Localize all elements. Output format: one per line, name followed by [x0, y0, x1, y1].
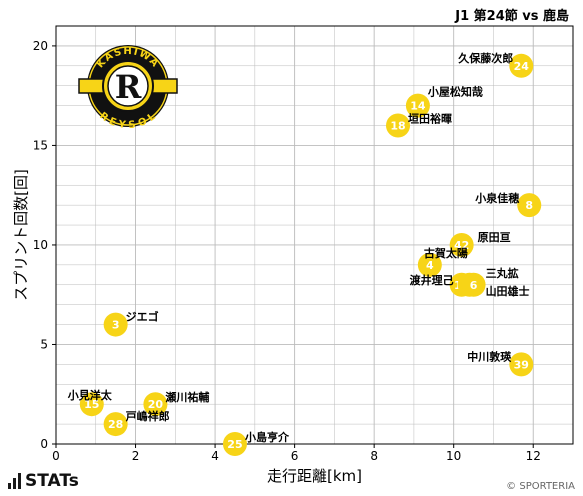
point-number: 14	[410, 100, 426, 113]
team-logo: R KASHIWA REYSOL	[78, 45, 178, 131]
data-point: 3 ジエゴ	[103, 310, 159, 337]
point-marker	[405, 93, 430, 118]
point-player-name: 戸嶋祥郎	[126, 409, 170, 423]
point-marker	[79, 392, 104, 417]
point-marker	[222, 432, 247, 456]
point-player-name: ジエゴ	[126, 310, 159, 324]
y-tick-label: 0	[40, 437, 48, 451]
x-tick-label: 6	[291, 449, 299, 463]
point-player-name: 渡井理己	[410, 273, 454, 287]
data-point: 8 小泉佳穂	[474, 191, 542, 218]
y-tick-label: 5	[40, 337, 48, 351]
copyright: © SPORTERIA	[506, 481, 575, 492]
stats-brand-text: STATs	[25, 471, 79, 491]
point-number: 6	[470, 279, 478, 292]
point-player-name: 三丸拡	[486, 266, 519, 280]
point-number: 28	[108, 418, 123, 431]
point-player-name: 久保藤次郎	[458, 51, 513, 65]
x-tick-label: 2	[132, 449, 140, 463]
point-number: 8	[525, 199, 533, 212]
data-point: 6 山田雄士	[461, 272, 530, 298]
point-marker	[103, 412, 128, 437]
y-tick-label: 20	[33, 39, 48, 53]
point-marker	[386, 113, 411, 138]
point-marker	[449, 232, 474, 257]
point-marker	[461, 272, 486, 297]
y-axis-label: スプリント回数[回]	[12, 169, 30, 301]
point-marker	[509, 352, 534, 377]
point-number: 42	[454, 239, 469, 252]
logo-letter: R	[115, 68, 142, 106]
point-player-name: 原田亘	[478, 231, 511, 244]
point-number: 15	[84, 398, 99, 411]
point-player-name: 小見洋太	[67, 388, 113, 402]
chart-title: J1 第24節 vs 鹿島	[455, 9, 569, 24]
point-number: 3	[112, 319, 120, 332]
point-number: 39	[514, 358, 529, 371]
x-tick-label: 0	[52, 449, 60, 463]
point-number: 4	[426, 259, 434, 272]
x-tick-label: 12	[526, 449, 541, 463]
point-player-name: 小屋松知哉	[427, 85, 483, 99]
point-player-name: 小泉佳穂	[474, 191, 519, 205]
point-number: 18	[390, 120, 405, 133]
point-marker	[103, 312, 128, 337]
data-points: 24久保藤次郎14小屋松知哉18垣田裕暉8小泉佳穂42原田亘4古賀太陽11渡井理…	[67, 51, 542, 456]
stats-bars-icon	[8, 473, 21, 489]
y-tick-label: 15	[33, 138, 48, 152]
point-marker	[517, 193, 542, 218]
point-number: 24	[514, 60, 530, 73]
point-player-name: 古賀太陽	[424, 246, 468, 260]
point-player-name: 山田雄士	[486, 284, 530, 298]
x-tick-label: 8	[370, 449, 378, 463]
plot-frame	[55, 25, 574, 445]
point-marker	[143, 392, 168, 417]
point-number: 25	[227, 438, 242, 451]
y-tick-label: 10	[33, 238, 48, 252]
point-number: 20	[148, 398, 164, 411]
data-point: 42 原田亘	[449, 231, 511, 257]
x-tick-label: 4	[211, 449, 219, 463]
x-axis-label: 走行距離[km]	[267, 467, 362, 485]
point-player-name: 小島亨介	[244, 430, 290, 444]
point-player-name: 瀬川祐輔	[165, 390, 209, 404]
point-player-name: 垣田裕暉	[408, 112, 452, 126]
stats-brand: STATs	[8, 471, 79, 491]
x-tick-label: 10	[446, 449, 461, 463]
point-marker	[509, 53, 534, 78]
point-marker	[417, 252, 442, 277]
point-player-name: 中川敦瑛	[467, 349, 512, 363]
